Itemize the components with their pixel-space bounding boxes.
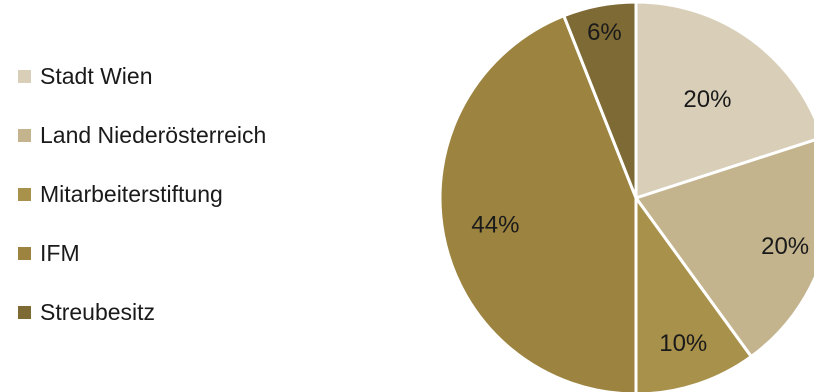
legend-label: Land Niederösterreich bbox=[40, 121, 267, 148]
slice-label: 10% bbox=[659, 330, 707, 357]
slice-stadt-wien bbox=[634, 0, 814, 201]
legend-label: Mitarbeiterstiftung bbox=[40, 180, 223, 207]
pie-slice-labels: 20% 20% 10% 44% 6% bbox=[471, 19, 809, 357]
slice-label: 6% bbox=[587, 19, 622, 46]
legend-item-land-niederoesterreich: Land Niederösterreich bbox=[18, 117, 266, 153]
legend-swatch bbox=[18, 69, 31, 83]
slice-ifm bbox=[438, 13, 638, 392]
legend-swatch bbox=[18, 305, 31, 319]
slice-label: 20% bbox=[683, 86, 731, 113]
legend-swatch bbox=[18, 187, 31, 201]
chart-legend: Stadt Wien Land Niederösterreich Mitarbe… bbox=[18, 58, 266, 353]
pie-slices bbox=[438, 0, 814, 392]
legend-item-stadt-wien: Stadt Wien bbox=[18, 58, 266, 94]
legend-label: Streubesitz bbox=[40, 298, 156, 325]
slice-streubesitz bbox=[561, 0, 638, 199]
slice-mitarbeiterstiftung bbox=[634, 193, 754, 392]
slice-label: 44% bbox=[471, 211, 519, 238]
legend-swatch bbox=[18, 246, 31, 260]
legend-label: Stadt Wien bbox=[40, 62, 153, 89]
legend-label: IFM bbox=[40, 239, 80, 266]
legend-swatch bbox=[18, 128, 31, 142]
slice-label: 20% bbox=[761, 233, 809, 260]
legend-item-ifm: IFM bbox=[18, 235, 266, 271]
legend-item-mitarbeiterstiftung: Mitarbeiterstiftung bbox=[18, 176, 266, 212]
slice-land-niederoesterreich bbox=[633, 138, 814, 359]
legend-item-streubesitz: Streubesitz bbox=[18, 294, 266, 330]
